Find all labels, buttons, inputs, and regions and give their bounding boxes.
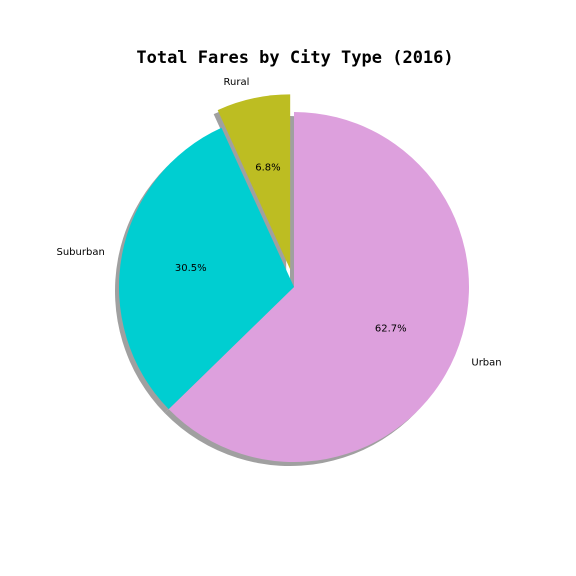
slice-percent-rural: 6.8% xyxy=(255,162,280,173)
slice-label-urban: Urban xyxy=(471,357,501,368)
pie-slices xyxy=(118,94,470,463)
pie-slice-urban xyxy=(168,112,470,463)
chart-title: Total Fares by City Type (2016) xyxy=(136,48,453,68)
pie-labels: Urban 62.7% Suburban 30.5% Rural 6.8% xyxy=(57,77,502,368)
slice-label-suburban: Suburban xyxy=(57,247,105,258)
slice-label-rural: Rural xyxy=(224,77,250,88)
pie-slice-suburban xyxy=(118,127,294,410)
pie-slice-rural xyxy=(217,94,291,270)
slice-percent-suburban: 30.5% xyxy=(175,263,207,274)
slice-percent-urban: 62.7% xyxy=(375,323,407,334)
